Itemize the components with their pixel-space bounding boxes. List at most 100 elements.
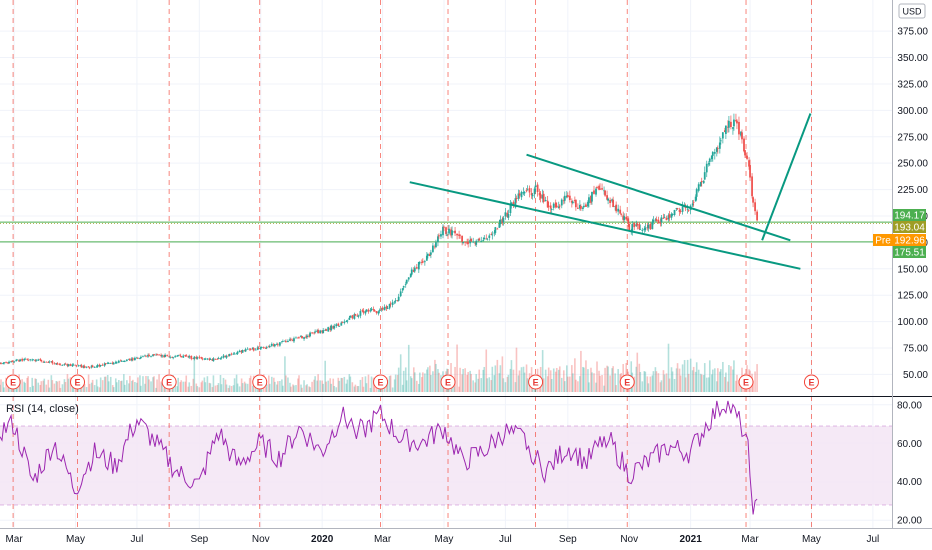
candle-body	[665, 217, 668, 221]
time-tick-label: Jul	[866, 534, 879, 545]
candle-body	[282, 341, 284, 342]
trendline[interactable]	[526, 153, 791, 242]
volume-bar	[236, 383, 239, 392]
earnings-marker[interactable]: E	[738, 374, 754, 390]
volume-bar	[670, 367, 673, 392]
volume-bar	[2, 381, 4, 392]
candle-body	[225, 355, 228, 358]
candle-body	[91, 365, 94, 368]
volume-bar	[333, 386, 336, 392]
candle-body	[364, 311, 367, 314]
earnings-marker[interactable]: E	[440, 374, 456, 390]
candle-body	[643, 228, 646, 231]
candle-body	[19, 359, 22, 362]
candle-body	[598, 186, 600, 190]
trendlines[interactable]	[409, 113, 812, 270]
candle-body	[660, 217, 663, 223]
volume-bar	[660, 380, 663, 392]
candle-body	[301, 336, 303, 339]
volume-bar	[697, 369, 700, 392]
candle-body	[625, 217, 628, 220]
earnings-marker[interactable]: E	[619, 374, 635, 390]
volume-bar	[593, 373, 595, 392]
volume-bar	[265, 384, 268, 392]
volume-bar	[300, 384, 302, 392]
candle-body	[647, 224, 650, 229]
volume-bar	[341, 378, 344, 392]
candle-body	[233, 353, 236, 355]
volume-bar	[107, 381, 110, 392]
earnings-marker[interactable]: E	[5, 374, 21, 390]
candle-body	[192, 358, 195, 360]
volume-bar	[517, 375, 520, 392]
earnings-marker[interactable]: E	[803, 374, 819, 390]
volume-bar	[29, 387, 32, 392]
candle-body	[700, 181, 703, 183]
candle-body	[365, 309, 368, 312]
volume-bar	[654, 367, 657, 392]
candle-body	[174, 356, 177, 358]
candle-body	[534, 185, 537, 188]
candle-body	[574, 199, 577, 208]
candle-body	[623, 216, 626, 220]
candle-body	[730, 121, 732, 128]
trendline[interactable]	[761, 113, 812, 241]
candle-body	[486, 238, 489, 240]
rsi-tick-label: 20.00	[897, 516, 922, 527]
candle-body	[45, 361, 48, 363]
volume-bar	[295, 385, 297, 392]
volume-bar	[663, 374, 666, 392]
candle-body	[227, 355, 230, 357]
volume-bar	[21, 379, 23, 392]
currency-button[interactable]: USD	[898, 3, 926, 19]
earnings-marker[interactable]: E	[252, 374, 268, 390]
volume-bar	[453, 386, 455, 392]
candle-body	[622, 215, 625, 220]
volume-bar	[599, 375, 601, 392]
earnings-marker[interactable]: E	[373, 374, 389, 390]
volume-bar	[64, 382, 67, 392]
price-axis[interactable]: 375.00 350.00 325.00 300.00 275.00 250.00 225.…	[897, 27, 928, 381]
candle-body	[550, 209, 553, 210]
candle-body	[317, 329, 320, 334]
volume-bar	[515, 347, 518, 392]
candle-body	[51, 361, 54, 364]
candle-body	[50, 361, 53, 363]
earnings-marker[interactable]: E	[70, 374, 86, 390]
price-tick-label: 350.00	[897, 53, 928, 64]
candle-body	[196, 357, 199, 359]
price-tick-label: 375.00	[897, 27, 928, 38]
candle-body	[396, 300, 399, 301]
candle-body	[711, 152, 714, 156]
earnings-marker[interactable]: E	[161, 374, 177, 390]
volume-bar	[372, 377, 375, 392]
rsi-indicator-label[interactable]: RSI (14, close)	[6, 403, 79, 415]
candle-body	[147, 355, 149, 357]
trendline[interactable]	[409, 181, 801, 270]
volume-bar	[104, 376, 107, 392]
earnings-marker[interactable]: E	[528, 374, 544, 390]
horizontal-levels[interactable]	[0, 221, 892, 243]
rsi-axis[interactable]: 80.00 60.00 40.00 20.00	[897, 400, 922, 526]
candle-body	[593, 190, 595, 194]
candle-body	[445, 227, 447, 234]
volume-bar	[23, 381, 25, 392]
candle-body	[417, 261, 420, 270]
volume-bar	[574, 358, 576, 392]
candle-body	[378, 310, 381, 312]
price-tick-label: 100.00	[897, 317, 928, 328]
candle-body	[340, 322, 343, 326]
volume-bar	[114, 378, 117, 392]
candle-body	[251, 347, 254, 350]
volume-bar	[273, 377, 275, 392]
volume-bar	[486, 378, 489, 392]
time-axis[interactable]: Mar May Jul Sep Nov 2020 Mar May Jul Sep Nov 2021 Ma…	[5, 534, 879, 545]
candle-body	[35, 360, 38, 362]
volume-bar	[699, 373, 702, 392]
candle-body	[510, 202, 513, 204]
volume-bar	[678, 368, 681, 392]
candle-body	[437, 236, 439, 243]
volume-bar	[95, 379, 98, 392]
